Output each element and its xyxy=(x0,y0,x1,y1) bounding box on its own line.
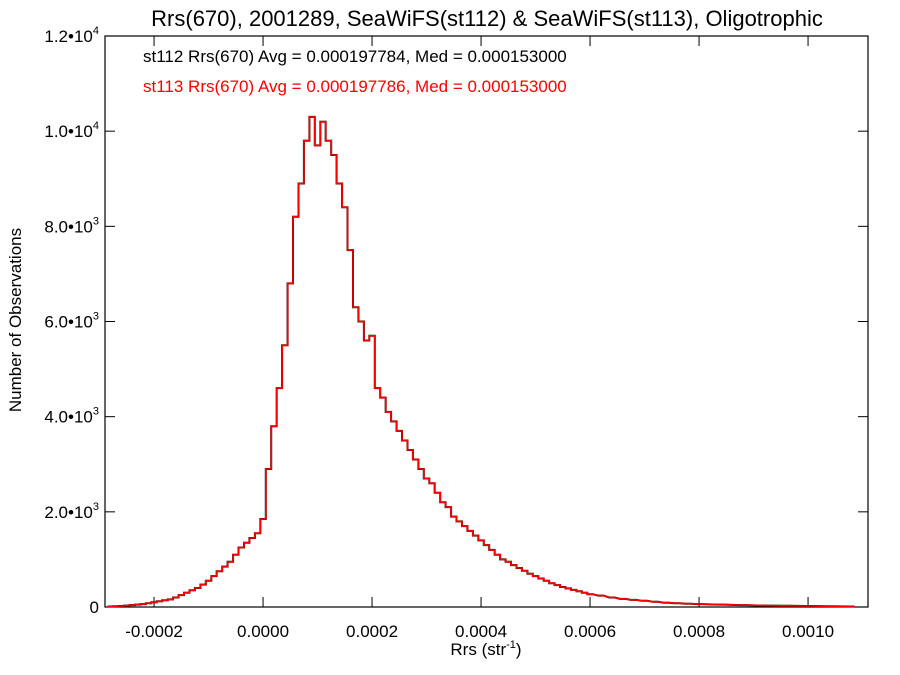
y-tick-label: 4.0•103 xyxy=(44,406,99,427)
y-axis-ticks: 02.0•1034.0•1036.0•1038.0•1031.0•1041.2•… xyxy=(44,25,868,617)
y-tick-label: 1.2•104 xyxy=(44,25,99,46)
x-tick-label: 0.0010 xyxy=(782,622,834,641)
series-line-st113 xyxy=(107,116,855,608)
legend-entry-st112: st112 Rrs(670) Avg = 0.000197784, Med = … xyxy=(143,47,567,66)
legend-entry-st113: st113 Rrs(670) Avg = 0.000197786, Med = … xyxy=(143,77,567,96)
y-axis-label: Number of Observations xyxy=(6,228,25,412)
y-tick-mantissa: 2.0•10 xyxy=(44,503,93,522)
y-tick-label: 6.0•103 xyxy=(44,311,99,332)
x-tick-label: 0.0004 xyxy=(455,622,507,641)
y-tick-exponent: 3 xyxy=(93,215,99,227)
chart-title: Rrs(670), 2001289, SeaWiFS(st112) & SeaW… xyxy=(151,6,823,31)
y-tick-label: 0 xyxy=(90,598,99,617)
y-tick-mantissa: 8.0•10 xyxy=(44,217,93,236)
y-tick-label: 2.0•103 xyxy=(44,501,99,522)
x-tick-label: -0.0002 xyxy=(125,622,183,641)
y-tick-exponent: 3 xyxy=(93,406,99,418)
x-tick-label: 0.0006 xyxy=(564,622,616,641)
x-axis-label-close: ) xyxy=(516,640,522,659)
y-tick-mantissa: 1.0•10 xyxy=(44,122,93,141)
y-tick-label: 1.0•104 xyxy=(44,120,99,141)
x-axis-label: Rrs (str-1) xyxy=(450,639,521,659)
x-tick-label: 0.0000 xyxy=(237,622,289,641)
y-tick-exponent: 3 xyxy=(93,501,99,513)
y-tick-mantissa: 4.0•10 xyxy=(44,408,93,427)
series-line-st112 xyxy=(107,115,855,608)
x-tick-label: 0.0002 xyxy=(346,622,398,641)
y-tick-mantissa: 0 xyxy=(90,598,99,617)
y-tick-label: 8.0•103 xyxy=(44,215,99,236)
y-tick-exponent: 4 xyxy=(93,25,99,37)
x-tick-label: 0.0008 xyxy=(673,622,725,641)
y-tick-mantissa: 1.2•10 xyxy=(44,27,93,46)
y-tick-exponent: 4 xyxy=(93,120,99,132)
y-tick-exponent: 3 xyxy=(93,311,99,323)
x-axis-ticks: -0.0002 0.0000 0.0002 0.0004 0.0006 0.0008 0.0… xyxy=(125,36,834,641)
plot-frame xyxy=(104,35,869,608)
x-axis-label-base: Rrs (str xyxy=(450,640,506,659)
x-axis-label-sup: -1 xyxy=(506,639,516,651)
y-tick-mantissa: 6.0•10 xyxy=(44,313,93,332)
series-layer xyxy=(107,115,855,608)
